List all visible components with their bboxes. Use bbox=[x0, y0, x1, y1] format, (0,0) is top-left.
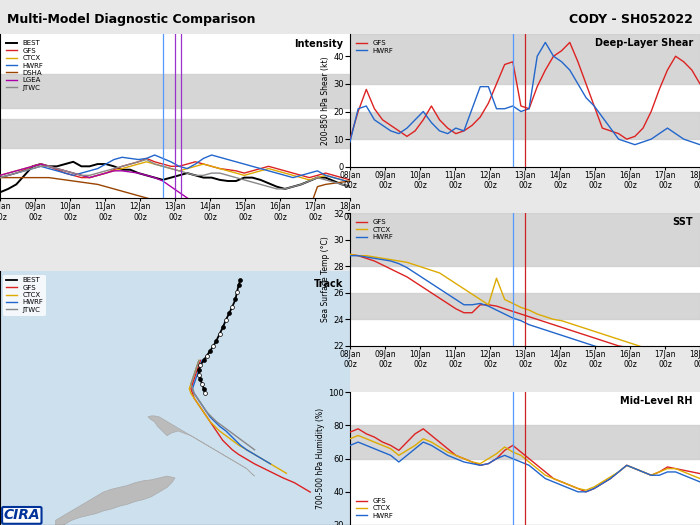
Bar bbox=[350, 293, 700, 319]
Legend: GFS, HWRF: GFS, HWRF bbox=[354, 38, 396, 57]
Bar bbox=[0, 119, 350, 148]
Text: Multi-Model Diagnostic Comparison: Multi-Model Diagnostic Comparison bbox=[7, 13, 256, 26]
Bar bbox=[0, 74, 350, 108]
Y-axis label: Sea Surface Temp (°C): Sea Surface Temp (°C) bbox=[321, 237, 330, 322]
Text: Deep-Layer Shear: Deep-Layer Shear bbox=[595, 38, 693, 48]
Text: Mid-Level RH: Mid-Level RH bbox=[620, 396, 693, 406]
Legend: GFS, CTCX, HWRF: GFS, CTCX, HWRF bbox=[354, 217, 396, 243]
Bar bbox=[350, 213, 700, 266]
Text: Track: Track bbox=[314, 279, 343, 289]
Polygon shape bbox=[56, 476, 175, 525]
Legend: BEST, GFS, CTCX, HWRF, JTWC: BEST, GFS, CTCX, HWRF, JTWC bbox=[4, 275, 46, 316]
Bar bbox=[350, 111, 700, 139]
Polygon shape bbox=[148, 416, 255, 476]
Text: CODY - SH052022: CODY - SH052022 bbox=[569, 13, 693, 26]
Bar bbox=[350, 425, 700, 459]
Y-axis label: 200-850 hPa Shear (kt): 200-850 hPa Shear (kt) bbox=[321, 56, 330, 145]
Legend: BEST, GFS, CTCX, HWRF, DSHA, LGEA, JTWC: BEST, GFS, CTCX, HWRF, DSHA, LGEA, JTWC bbox=[4, 38, 46, 93]
Text: CIRA: CIRA bbox=[4, 508, 40, 522]
Text: SST: SST bbox=[673, 217, 693, 227]
Bar bbox=[350, 34, 700, 84]
Y-axis label: 700-500 hPa Humidity (%): 700-500 hPa Humidity (%) bbox=[316, 408, 326, 509]
Text: Intensity: Intensity bbox=[294, 39, 343, 49]
Legend: GFS, CTCX, HWRF: GFS, CTCX, HWRF bbox=[354, 495, 396, 521]
